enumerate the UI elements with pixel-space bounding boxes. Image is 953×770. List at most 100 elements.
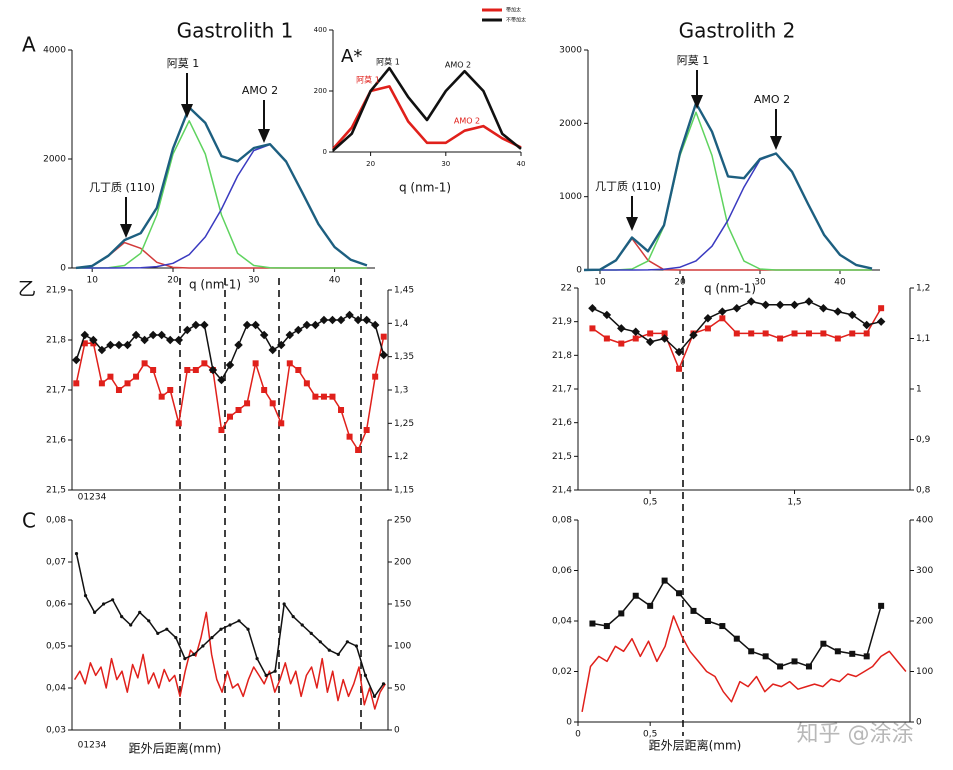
point — [863, 653, 870, 660]
series-line — [75, 314, 385, 381]
point — [689, 330, 698, 340]
y-tick-label: 21,7 — [46, 386, 66, 396]
point — [603, 335, 610, 342]
annotation-arrowhead — [258, 129, 270, 143]
point — [733, 330, 740, 337]
point — [286, 360, 293, 367]
point — [148, 330, 158, 340]
point — [303, 380, 310, 387]
point — [690, 607, 697, 614]
point — [878, 602, 885, 609]
y-tick-label: 21,6 — [552, 418, 572, 428]
point — [184, 367, 191, 373]
point — [312, 393, 319, 400]
point — [820, 330, 827, 337]
point — [777, 663, 784, 670]
y2-tick-label: 1,4 — [394, 319, 409, 329]
point — [311, 320, 320, 330]
chart-title: Gastrolith 1 — [177, 19, 294, 43]
y-tick-label: 0,08 — [46, 516, 66, 526]
point — [106, 340, 115, 350]
point — [327, 648, 331, 652]
annotation-arrowhead — [120, 224, 132, 238]
point — [227, 413, 233, 420]
point — [647, 330, 654, 337]
x-tick-label: 10 — [594, 278, 606, 288]
point — [876, 317, 886, 326]
point — [225, 360, 235, 370]
point — [833, 307, 843, 316]
x-tick-label: 20 — [167, 276, 179, 286]
point — [92, 610, 97, 615]
point — [147, 619, 151, 623]
y2-tick-label: 1,15 — [394, 486, 414, 496]
y2-tick-label: 200 — [394, 558, 411, 568]
point — [761, 300, 770, 310]
point — [618, 610, 625, 617]
point — [98, 380, 105, 387]
annotation: 几丁质 (110) — [595, 180, 661, 193]
point — [150, 367, 157, 373]
annotation: 阿莫 1 — [167, 57, 200, 70]
point — [123, 340, 132, 350]
point — [261, 387, 268, 393]
y2-tick-label: 1,1 — [916, 334, 930, 344]
point — [217, 375, 226, 385]
point — [748, 648, 755, 655]
annotation: AMO 2 — [445, 61, 471, 70]
point — [89, 335, 98, 345]
y-tick-label: 21,9 — [46, 286, 66, 296]
chart-title: Gastrolith 2 — [679, 19, 796, 43]
point — [201, 644, 205, 648]
y2-tick-label: 100 — [916, 667, 933, 677]
point — [114, 340, 124, 350]
point — [97, 345, 107, 355]
point — [718, 307, 727, 316]
point — [174, 335, 183, 345]
x-tick-label: 0,5 — [643, 498, 657, 508]
point — [309, 631, 313, 636]
point — [107, 373, 114, 380]
point — [242, 320, 252, 330]
panel-label: C — [22, 509, 36, 533]
point — [775, 300, 785, 310]
x-tick-label: 0,5 — [643, 730, 657, 740]
point — [762, 653, 769, 660]
point — [746, 297, 756, 306]
point — [165, 627, 169, 631]
point — [318, 640, 322, 644]
point — [295, 367, 302, 373]
point — [210, 636, 214, 640]
point — [631, 327, 640, 337]
y-tick-label: 0,06 — [46, 600, 66, 610]
point — [218, 427, 225, 433]
point — [259, 330, 269, 340]
point — [156, 631, 160, 636]
point — [219, 627, 223, 631]
y2-tick-label: 250 — [394, 516, 411, 526]
point — [300, 623, 304, 627]
y2-tick-label: 300 — [916, 566, 933, 576]
point — [372, 373, 379, 380]
point — [83, 594, 88, 598]
y2-tick-label: 0,8 — [916, 486, 931, 496]
y-tick-label: 2000 — [43, 155, 66, 165]
point — [354, 644, 358, 648]
point — [704, 325, 711, 332]
annotation: AMO 2 — [754, 93, 790, 106]
x-tick-label: 40 — [834, 278, 846, 288]
y2-tick-label: 400 — [916, 516, 933, 526]
point — [285, 330, 295, 340]
point — [74, 552, 79, 556]
annotation: 阿莫 1 — [677, 54, 710, 67]
point — [255, 657, 259, 661]
point — [805, 330, 812, 337]
point — [719, 315, 726, 322]
y-tick-label: 1000 — [559, 192, 582, 202]
point — [252, 360, 259, 367]
point — [73, 380, 80, 387]
point — [353, 315, 363, 325]
point — [676, 365, 683, 372]
point — [269, 400, 276, 407]
